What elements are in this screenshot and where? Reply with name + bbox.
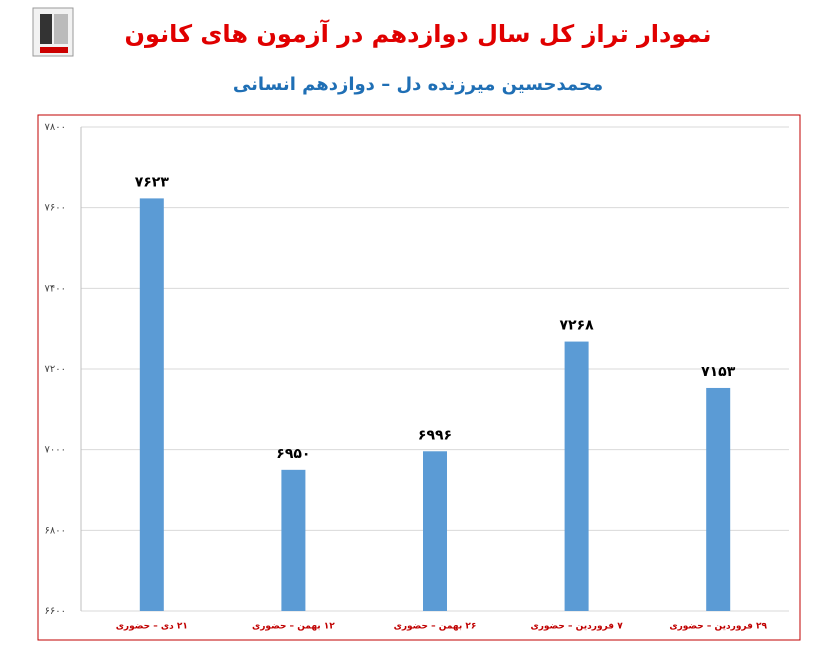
x-tick-label: ۲۹ فروردین – حضوری (669, 622, 767, 632)
y-tick-label: ۷۲۰۰ (45, 364, 66, 375)
data-label: ۷۲۶۸ (560, 318, 595, 334)
x-tick-label: ۱۲ بهمن – حضوری (252, 622, 335, 632)
x-tick-label: ۲۱ دی – حضوری (116, 622, 188, 632)
bar (564, 341, 589, 611)
bar (706, 387, 731, 611)
x-tick-label: ۷ فروردین – حضوری (530, 622, 623, 632)
y-tick-label: ۷۴۰۰ (45, 283, 66, 294)
data-label: ۷۶۲۳ (135, 174, 170, 190)
x-tick-label: ۲۶ بهمن – حضوری (394, 622, 477, 632)
y-tick-label: ۷۶۰۰ (45, 203, 66, 214)
chart-subtitle: محمدحسین میرزنده دل – دوازدهم انسانی (233, 74, 603, 95)
y-tick-label: ۷۸۰۰ (45, 122, 66, 133)
y-tick-label: ۶۸۰۰ (45, 525, 66, 536)
chart-frame (37, 114, 801, 641)
chart-title: نمودار تراز کل سال دوازدهم در آزمون های … (125, 19, 712, 48)
bar (281, 469, 306, 611)
data-label: ۷۱۵۳ (701, 364, 736, 380)
bar (139, 198, 164, 611)
data-label: ۶۹۹۶ (418, 427, 452, 443)
bar (423, 451, 447, 611)
logo (32, 7, 74, 57)
y-tick-label: ۷۰۰۰ (45, 445, 66, 456)
y-tick-label: ۶۶۰۰ (45, 606, 66, 617)
data-label: ۶۹۵۰ (276, 446, 310, 462)
